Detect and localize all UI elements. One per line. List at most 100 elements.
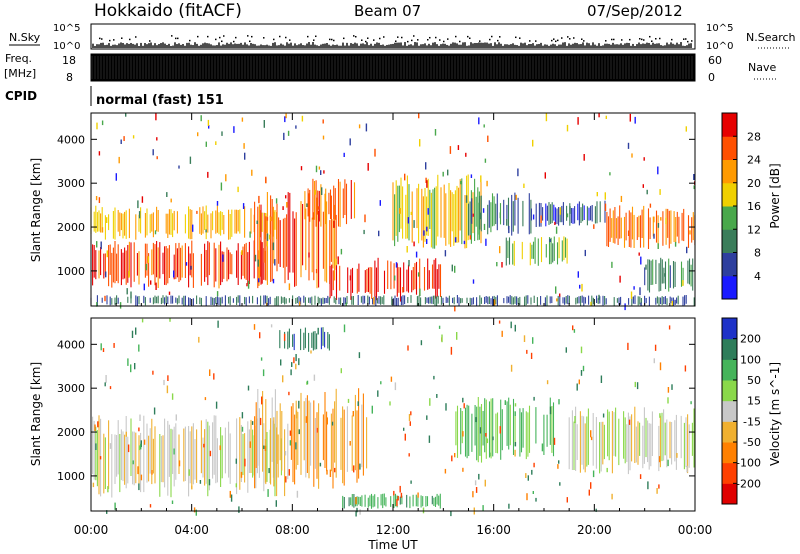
- y-tick-label: 2000: [57, 426, 85, 439]
- nsearch-dot: [365, 40, 367, 43]
- nsearch-dot: [307, 35, 309, 38]
- nsearch-dot: [285, 36, 287, 39]
- nsearch-dot: [329, 38, 331, 41]
- nsearch-dot: [221, 40, 223, 43]
- nsearch-dot: [223, 35, 225, 37]
- colorbar-segment: [722, 442, 737, 464]
- nsky-label: N.Sky: [9, 31, 41, 44]
- nsearch-dot: [491, 35, 493, 38]
- nsearch-dot: [417, 39, 419, 41]
- nsearch-dot: [331, 38, 333, 41]
- colorbar-tick-label: 24: [747, 154, 761, 167]
- colorbar-tick-label: -200: [736, 477, 761, 490]
- colorbar-segment: [722, 400, 737, 422]
- nsearch-dot: [355, 35, 357, 38]
- colorbar-segment: [722, 380, 737, 402]
- nsearch-dot: [219, 36, 221, 39]
- time-tick-label: 00:00: [74, 523, 109, 537]
- nsearch-dot: [655, 38, 657, 40]
- colorbar-tick-label: 12: [747, 223, 761, 236]
- time-axis-title: Time UT: [367, 538, 418, 552]
- colorbar-tick-label: 100: [740, 353, 761, 366]
- nsearch-dot: [171, 35, 173, 37]
- nsearch-dot: [553, 38, 555, 40]
- nsky-tick-top: 10^5: [53, 23, 80, 34]
- nsearch-dot: [333, 39, 335, 42]
- colorbar-tick-label: -100: [736, 457, 761, 470]
- nsky-tick-bottom: 10^0: [53, 41, 80, 52]
- colorbar-segment: [722, 462, 737, 484]
- nsearch-dot: [411, 39, 413, 42]
- time-tick-label: 12:00: [376, 523, 411, 537]
- nsearch-dot: [479, 40, 481, 42]
- freq-label: Freq.: [5, 52, 32, 65]
- velocity-heatmap-data: [92, 318, 695, 517]
- nsearch-dot: [447, 38, 449, 40]
- colorbar-segment: [722, 206, 737, 230]
- y-tick-label: 3000: [57, 177, 85, 190]
- nsearch-dot: [611, 38, 613, 41]
- nsearch-dot: [659, 37, 661, 40]
- nsearch-dot: [569, 38, 571, 40]
- nsearch-dot: [555, 40, 557, 43]
- nsearch-dot: [489, 38, 491, 41]
- nsearch-dot: [683, 38, 685, 40]
- time-tick-label: 00:00: [678, 523, 713, 537]
- colorbar-tick-label: 8: [754, 247, 761, 260]
- nsearch-dot: [429, 36, 431, 39]
- colorbar-segment: [722, 359, 737, 381]
- colorbar-tick-label: 200: [740, 333, 761, 346]
- nsearch-dot: [529, 40, 531, 42]
- nsearch-dot: [629, 38, 631, 41]
- nsearch-dot: [343, 37, 345, 40]
- nsearch-dot: [353, 35, 355, 37]
- nsearch-dot: [497, 39, 499, 42]
- nsearch-dot: [249, 40, 251, 43]
- nsearch-dot: [233, 40, 235, 43]
- nsearch-dot: [247, 35, 249, 37]
- colorbar-tick-label: -15: [743, 415, 761, 428]
- nsearch-dot: [215, 38, 217, 41]
- nsearch-tick-top: 10^5: [706, 23, 733, 34]
- colorbar-segment: [722, 483, 737, 505]
- nsearch-tick-bottom: 10^0: [706, 41, 733, 52]
- nsearch-dot: [427, 38, 429, 41]
- colorbar-frame: [721, 317, 738, 505]
- nsearch-dot: [189, 39, 191, 42]
- nsearch-dot: [535, 40, 537, 42]
- colorbar-tick-label: 15: [747, 395, 761, 408]
- nsearch-dot: [395, 40, 397, 42]
- velocity-y-axis-label: Slant Range [km]: [29, 362, 43, 466]
- power-colorbar: 4 8 12 16 20 24 28: [721, 112, 761, 300]
- nsearch-dot: [121, 37, 123, 39]
- nsearch-dot: [687, 40, 689, 43]
- power-axes: 1000 2000 3000 4000: [57, 113, 696, 306]
- colorbar-tick-label: 20: [747, 177, 761, 190]
- colorbar-segment: [722, 275, 737, 300]
- nsearch-dot: [499, 36, 501, 38]
- freq-data: [91, 56, 693, 79]
- nsky-panel-frame: [90, 23, 696, 50]
- colorbar-segment: [722, 318, 737, 340]
- nsearch-dot: [651, 40, 653, 42]
- y-tick-label: 3000: [57, 382, 85, 395]
- nsearch-dot: [469, 37, 471, 40]
- colorbar-segment: [722, 338, 737, 360]
- nsearch-dot: [235, 36, 237, 39]
- beam-title: Beam 07: [354, 2, 421, 20]
- nsearch-dot: [279, 35, 281, 38]
- nsearch-dot: [551, 39, 553, 42]
- colorbar-segment: [722, 229, 737, 253]
- nsearch-dot: [573, 37, 575, 39]
- nsearch-dot: [177, 37, 179, 40]
- nsearch-dot: [613, 38, 615, 41]
- colorbar-segment: [722, 182, 737, 207]
- power-y-axis-label: Slant Range [km]: [29, 158, 43, 262]
- velocity-colorbar-label: Velocity [m s^-1]: [768, 362, 782, 466]
- colorbar-segment: [722, 159, 737, 184]
- colorbar-tick-label: 16: [747, 200, 761, 213]
- y-tick-label: 1000: [57, 470, 85, 483]
- nsearch-dot: [439, 39, 441, 41]
- nsearch-dot: [567, 36, 569, 38]
